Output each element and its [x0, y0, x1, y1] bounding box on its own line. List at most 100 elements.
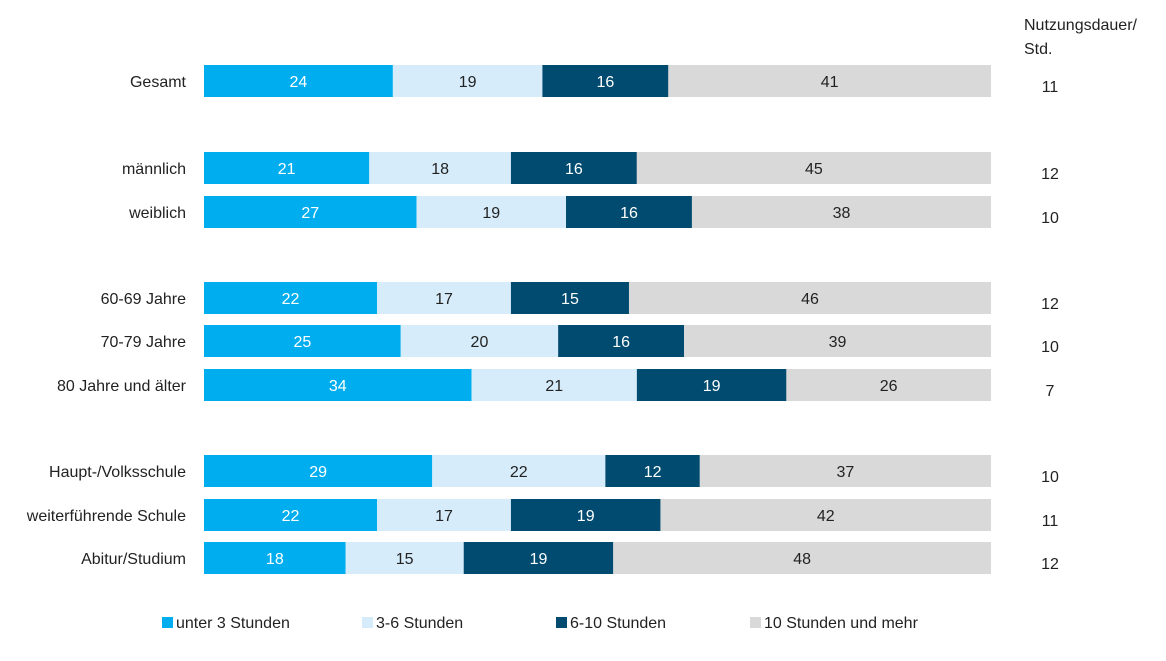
duration-header-line-1: Nutzungsdauer/	[1024, 17, 1138, 34]
category-label: Haupt-/Volksschule	[49, 464, 186, 481]
category-label: männlich	[122, 161, 186, 178]
legend-swatch	[556, 617, 567, 628]
bar-segment	[204, 369, 472, 401]
bar-segment	[463, 542, 614, 574]
bar-value-label: 42	[817, 508, 835, 525]
bar-value-label: 37	[837, 464, 855, 481]
bar-segment	[786, 369, 991, 401]
bar-segment	[432, 455, 606, 487]
bar-value-label: 39	[829, 334, 847, 351]
legend-label: unter 3 Stunden	[176, 615, 290, 632]
category-label: weiterführende Schule	[26, 508, 186, 525]
bar-segment	[613, 542, 991, 574]
bar-value-label: 21	[545, 378, 563, 395]
bar-value-label: 22	[510, 464, 528, 481]
bar-segment	[558, 325, 685, 357]
bar-value-label: 27	[301, 205, 319, 222]
duration-column: Nutzungsdauer/ Std. 11 12 10 12 10 7 10 11 12	[1024, 17, 1138, 573]
bar-segment	[566, 196, 692, 228]
legend: unter 3 Stunden 3-6 Stunden 6-10 Stunden 10…	[162, 615, 919, 632]
bar-value-label: 38	[833, 205, 851, 222]
bar-value-label: 26	[880, 378, 898, 395]
bar-segment	[204, 455, 433, 487]
category-label: 70-79 Jahre	[101, 334, 186, 351]
bar-segment	[636, 369, 787, 401]
bar-segment	[204, 499, 378, 531]
bar-segment	[345, 542, 464, 574]
duration-value: 12	[1041, 556, 1059, 573]
bar-value-label: 19	[482, 205, 500, 222]
legend-label: 3-6 Stunden	[376, 615, 463, 632]
bar-segment	[510, 499, 661, 531]
duration-value: 12	[1041, 296, 1059, 313]
bar-value-label: 18	[266, 551, 284, 568]
bar-value-label: 20	[471, 334, 489, 351]
bar-value-label: 34	[329, 378, 347, 395]
bar-value-label: 19	[703, 378, 721, 395]
bar-value-label: 15	[561, 291, 579, 308]
bar-value-label: 46	[801, 291, 819, 308]
duration-value: 10	[1041, 469, 1059, 486]
bar-segment	[510, 152, 637, 184]
bar-segment	[660, 499, 991, 531]
legend-swatch	[362, 617, 373, 628]
bars-layer: 24 19 16 41 21 18 16 45 27 19 16 38 22 17 15 46 25 20 16 39…	[204, 65, 991, 574]
bar-segment	[369, 152, 511, 184]
bar-segment	[668, 65, 991, 97]
duration-value: 12	[1041, 166, 1059, 183]
bar-value-label: 17	[435, 508, 453, 525]
bar-value-label: 41	[821, 74, 839, 91]
duration-header-line-2: Std.	[1024, 41, 1052, 58]
bar-value-label: 16	[596, 74, 614, 91]
duration-value: 7	[1046, 383, 1055, 400]
bar-segment	[204, 325, 401, 357]
bar-segment	[204, 542, 346, 574]
legend-swatch	[162, 617, 173, 628]
duration-value: 10	[1041, 210, 1059, 227]
bar-value-label: 22	[282, 508, 300, 525]
legend-label: 6-10 Stunden	[570, 615, 666, 632]
category-label: 60-69 Jahre	[101, 291, 186, 308]
category-label: 80 Jahre und älter	[57, 378, 187, 395]
bar-segment	[542, 65, 669, 97]
bar-value-label: 16	[612, 334, 630, 351]
category-labels: Gesamt männlich weiblich 60-69 Jahre 70-79 J…	[26, 74, 187, 568]
bar-segment	[636, 152, 991, 184]
bar-segment	[471, 369, 637, 401]
bar-segment	[204, 282, 378, 314]
bar-value-label: 16	[565, 161, 583, 178]
bar-segment	[400, 325, 559, 357]
duration-value: 11	[1042, 79, 1059, 96]
bar-segment	[628, 282, 991, 314]
duration-value: 11	[1042, 513, 1059, 530]
bar-segment	[416, 196, 567, 228]
bar-value-label: 29	[309, 464, 327, 481]
bar-segment	[699, 455, 991, 487]
bar-value-label: 15	[396, 551, 414, 568]
category-label: weiblich	[128, 205, 186, 222]
bar-value-label: 16	[620, 205, 638, 222]
bar-segment	[605, 455, 700, 487]
bar-segment	[204, 196, 417, 228]
bar-value-label: 17	[435, 291, 453, 308]
bar-value-label: 19	[459, 74, 477, 91]
bar-segment	[204, 65, 393, 97]
bar-value-label: 48	[793, 551, 811, 568]
legend-swatch	[750, 617, 761, 628]
bar-value-label: 19	[577, 508, 595, 525]
bar-value-label: 19	[530, 551, 548, 568]
bar-value-label: 25	[293, 334, 311, 351]
bar-segment	[204, 152, 370, 184]
duration-value: 10	[1041, 339, 1059, 356]
bar-value-label: 21	[278, 161, 296, 178]
category-label: Abitur/Studium	[81, 551, 186, 568]
bar-segment	[392, 65, 543, 97]
legend-label: 10 Stunden und mehr	[764, 615, 919, 632]
bar-value-label: 12	[644, 464, 662, 481]
bar-segment	[510, 282, 629, 314]
bar-segment	[377, 282, 511, 314]
bar-value-label: 18	[431, 161, 449, 178]
bar-segment	[691, 196, 991, 228]
category-label: Gesamt	[130, 74, 187, 91]
